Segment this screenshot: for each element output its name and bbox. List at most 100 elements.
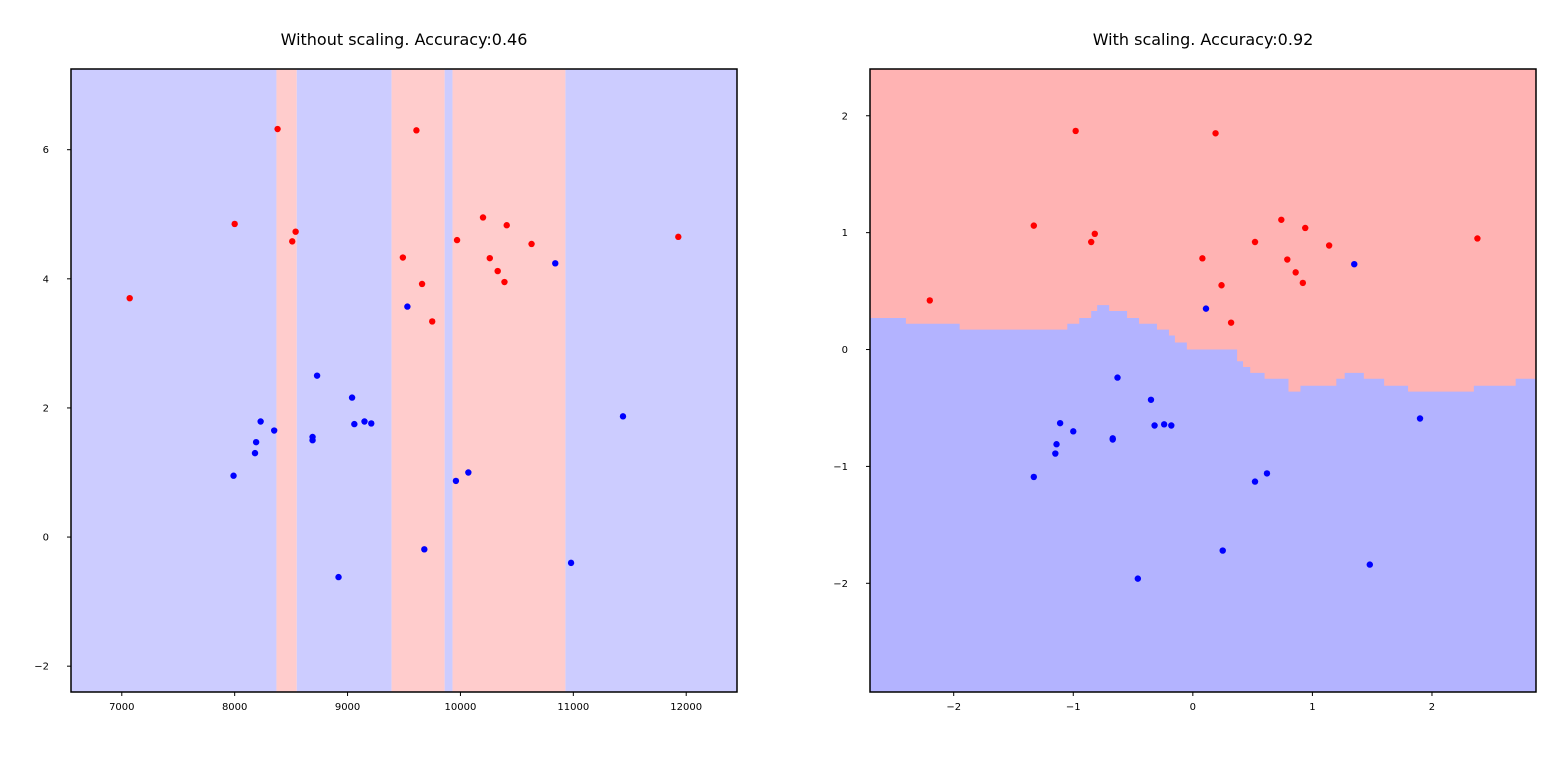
- right-point-class1-12: [1292, 269, 1299, 276]
- left-points: [126, 125, 682, 581]
- right-point-class1-9: [1251, 238, 1259, 246]
- left-point-class0-9: [348, 394, 356, 401]
- right-point-class0-16: [1263, 470, 1271, 477]
- left-point-class1-16: [675, 233, 682, 241]
- left-point-class0-14: [421, 546, 428, 553]
- right-point-class1-4: [1091, 230, 1098, 238]
- left-point-class0-13: [404, 303, 411, 310]
- left-point-class1-10: [479, 214, 487, 221]
- left-point-class0-7: [313, 372, 321, 379]
- right-point-class1-10: [1278, 216, 1285, 223]
- left-point-class0-19: [619, 413, 627, 420]
- left-region-band-0: [71, 69, 277, 692]
- left-point-class1-6: [413, 127, 420, 134]
- left-point-class1-8: [429, 318, 436, 325]
- left-region-band-5: [452, 69, 566, 692]
- right-point-class0-17: [1351, 260, 1358, 268]
- right-point-class0-14: [1219, 547, 1226, 554]
- right-ytick-label-1: −1: [833, 462, 848, 473]
- left-subplot: Without scaling. Accuracy:0.46 7000 8000 9…: [34, 30, 738, 713]
- right-point-class1-3: [1088, 238, 1095, 246]
- left-axes-frame: [70, 68, 738, 693]
- left-point-class0-2: [252, 438, 260, 446]
- left-point-class0-1: [251, 449, 259, 457]
- left-point-class0-8: [335, 573, 342, 581]
- left-point-class0-4: [270, 427, 278, 434]
- right-point-class1-13: [1299, 279, 1307, 287]
- left-xtick-label-2: 9000: [335, 702, 360, 713]
- right-point-class0-9: [1147, 396, 1155, 403]
- left-region-band-2: [296, 69, 392, 692]
- right-point-class1-15: [1325, 242, 1333, 249]
- left-point-class0-18: [567, 559, 575, 567]
- left-ytick-label-0: −2: [34, 662, 49, 673]
- left-point-class0-17: [552, 260, 559, 267]
- left-point-class1-2: [274, 125, 281, 133]
- right-point-class1-0: [926, 297, 933, 304]
- left-point-class1-1: [231, 220, 238, 228]
- right-point-class1-1: [1030, 222, 1038, 229]
- left-xtick-label-3: 10000: [445, 702, 477, 713]
- right-point-class0-15: [1251, 478, 1259, 485]
- left-region-band-6: [565, 69, 737, 692]
- left-point-class1-15: [528, 240, 535, 248]
- right-point-class0-8: [1134, 575, 1142, 582]
- right-point-class0-7: [1114, 374, 1121, 381]
- right-point-class1-16: [1474, 235, 1481, 242]
- left-point-class0-10: [351, 420, 358, 428]
- left-xtick-label-1: 8000: [222, 702, 247, 713]
- right-xtick-label-1: −1: [1066, 702, 1081, 713]
- left-decision-regions: [71, 69, 737, 692]
- right-point-class0-19: [1416, 415, 1424, 422]
- right-point-class1-11: [1284, 256, 1291, 263]
- right-subplot: With scaling. Accuracy:0.92 −2 −1 0 1 2 −2 −1 0…: [833, 30, 1537, 713]
- right-point-class1-7: [1218, 282, 1225, 289]
- left-point-class1-12: [494, 267, 501, 275]
- left-point-class0-12: [368, 420, 375, 427]
- right-point-class0-1: [1052, 450, 1059, 457]
- left-point-class0-11: [361, 418, 368, 425]
- right-point-class0-3: [1056, 419, 1064, 427]
- right-points: [926, 127, 1481, 582]
- right-decision-regions: [870, 69, 1536, 692]
- right-point-class1-6: [1212, 130, 1219, 137]
- left-xtick-label-5: 12000: [670, 702, 702, 713]
- right-xtick-label-3: 1: [1309, 702, 1315, 713]
- left-point-class0-15: [452, 477, 460, 485]
- right-point-class0-2: [1053, 441, 1060, 448]
- right-point-class0-12: [1168, 422, 1175, 429]
- right-point-class1-2: [1072, 127, 1079, 135]
- right-point-class0-6: [1109, 435, 1116, 442]
- right-ytick-label-4: 2: [842, 111, 848, 122]
- right-ticks: −2 −1 0 1 2 −2 −1 0 1 2: [833, 111, 1435, 713]
- left-point-class1-13: [501, 278, 508, 286]
- right-point-class1-5: [1199, 255, 1206, 262]
- right-region-class0: [870, 305, 1536, 692]
- right-xtick-label-2: 0: [1190, 702, 1196, 713]
- left-region-band-3: [391, 69, 445, 692]
- right-point-class0-4: [1070, 428, 1077, 435]
- left-point-class1-14: [503, 222, 510, 229]
- left-point-class1-4: [292, 228, 299, 235]
- left-ytick-label-2: 2: [43, 403, 49, 414]
- left-point-class0-6: [309, 433, 316, 441]
- right-ytick-label-0: −2: [833, 579, 848, 590]
- left-point-class0-3: [257, 418, 264, 425]
- right-axes-frame: [869, 68, 1537, 693]
- left-ticks: 7000 8000 9000 10000 11000 12000 −2 0 2 4 6: [34, 145, 702, 713]
- right-xtick-label-4: 2: [1429, 702, 1435, 713]
- right-ytick-label-3: 1: [842, 228, 848, 239]
- left-point-class1-0: [126, 294, 133, 302]
- right-chart-title: With scaling. Accuracy:0.92: [1093, 30, 1314, 49]
- right-point-class0-11: [1160, 421, 1168, 428]
- left-xtick-label-0: 7000: [109, 702, 134, 713]
- right-point-class1-8: [1227, 319, 1235, 326]
- left-chart-title: Without scaling. Accuracy:0.46: [281, 30, 528, 49]
- right-ytick-label-2: 0: [842, 345, 848, 356]
- left-ytick-label-4: 6: [43, 145, 49, 156]
- left-xtick-label-4: 11000: [557, 702, 589, 713]
- left-point-class1-11: [486, 254, 493, 262]
- right-point-class1-14: [1302, 224, 1309, 232]
- left-point-class1-5: [399, 254, 407, 261]
